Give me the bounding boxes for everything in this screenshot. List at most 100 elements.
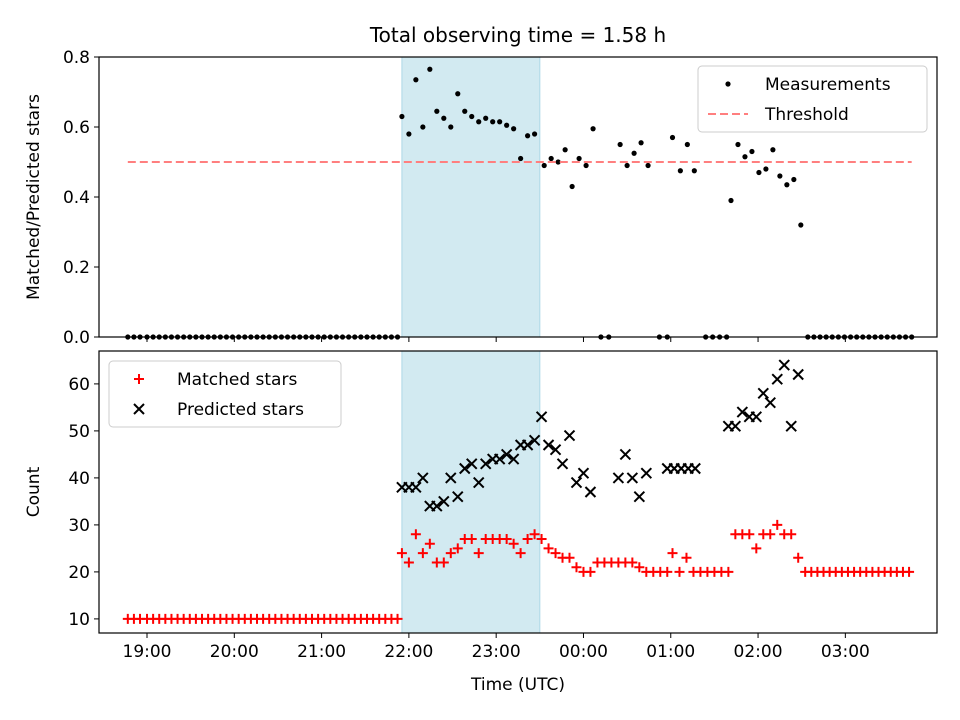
measurement-point	[490, 119, 496, 125]
x-tick-label: 00:00	[559, 642, 608, 662]
legend-predicted-swatch	[133, 403, 145, 415]
matched-point	[662, 566, 673, 577]
measurement-point	[728, 197, 734, 204]
predicted-point	[445, 472, 457, 484]
measurement-point	[631, 150, 637, 156]
plot-frame	[98, 350, 938, 634]
measurement-point	[548, 155, 554, 162]
y-axis-label: Matched/Predicted stars	[24, 94, 44, 300]
y-tick-label: 40	[68, 469, 90, 489]
highlight-span	[401, 350, 541, 634]
predicted-point	[792, 368, 804, 381]
measurement-point	[770, 147, 776, 153]
matched-point	[627, 557, 638, 568]
predicted-point	[736, 406, 749, 418]
x-tick-label: 02:00	[734, 642, 783, 662]
measurement-point	[434, 108, 440, 114]
predicted-point	[417, 472, 429, 484]
predicted-point	[764, 396, 776, 409]
measurement-point	[777, 173, 783, 179]
x-tick-label: 23:00	[472, 642, 521, 662]
matched-point	[772, 519, 783, 530]
figure-title: Total observing time = 1.58 h	[369, 23, 666, 47]
measurement-point	[399, 113, 405, 120]
predicted-point	[771, 373, 783, 385]
x-tick-label: 01:00	[646, 642, 695, 662]
measurement-point	[483, 115, 489, 121]
matched-point	[585, 566, 596, 577]
measurement-point	[504, 122, 510, 128]
y-tick-label: 0.0	[63, 328, 90, 348]
measurement-point	[624, 162, 630, 169]
top-panel: 0.0 0.2 0.4 0.6 0.8 Matched/Predicted stars Me…	[24, 48, 938, 348]
legend-matched-swatch	[134, 374, 144, 384]
measurement-point	[583, 162, 589, 169]
y-axis-label: Count	[24, 466, 44, 517]
measurement-point	[531, 131, 538, 137]
highlight-span	[401, 56, 541, 338]
matched-point	[543, 543, 554, 554]
series-predicted-stars	[396, 359, 804, 512]
measurement-point	[735, 141, 741, 148]
predicted-point	[633, 490, 646, 503]
legend-box	[108, 360, 342, 428]
matched-point	[550, 548, 561, 559]
measurement-point	[406, 131, 412, 137]
measurement-point	[427, 66, 433, 72]
predicted-point	[431, 500, 443, 512]
y-tick-label: 60	[68, 375, 90, 395]
measurement-point	[562, 147, 568, 153]
measurement-point	[763, 166, 769, 172]
y-tick-label: 50	[68, 422, 90, 442]
measurement-point	[462, 108, 468, 114]
matched-point	[667, 548, 678, 559]
y-tick-label: 10	[68, 610, 90, 630]
predicted-point	[584, 486, 597, 498]
measurement-point	[798, 222, 804, 228]
legend-label: Predicted stars	[177, 400, 304, 420]
y-tick-label: 20	[68, 563, 90, 583]
y-tick-label: 0.4	[63, 188, 90, 208]
measurement-point	[497, 119, 503, 125]
predicted-point	[778, 359, 790, 371]
matched-point	[674, 566, 685, 577]
matched-point	[392, 613, 403, 624]
predicted-point	[459, 462, 471, 475]
predicted-point	[528, 434, 541, 447]
matched-point	[529, 529, 540, 540]
matched-point	[466, 534, 477, 544]
matched-point	[508, 538, 519, 549]
predicted-point	[473, 476, 485, 489]
predicted-point	[570, 476, 583, 489]
measurement-point	[576, 155, 582, 162]
matched-point	[904, 566, 915, 577]
legend-label: Threshold	[764, 105, 849, 125]
matched-point	[634, 562, 645, 573]
predicted-point	[549, 443, 562, 456]
measurement-point	[448, 124, 454, 130]
predicted-point	[626, 472, 639, 484]
matched-point	[396, 548, 407, 559]
matched-point	[723, 566, 734, 577]
measurement-point	[569, 183, 575, 190]
matched-point	[501, 534, 512, 544]
measurement-point	[669, 134, 676, 141]
legend-label: Measurements	[765, 75, 891, 95]
matched-point	[765, 529, 776, 540]
predicted-point	[729, 420, 742, 432]
matched-point	[751, 543, 762, 554]
measurement-point	[469, 113, 475, 120]
measurement-point	[441, 115, 447, 121]
matched-point	[473, 548, 484, 559]
x-tick-label: 19:00	[123, 642, 172, 662]
predicted-point	[750, 411, 763, 423]
measurement-point	[638, 140, 644, 146]
predicted-point	[619, 448, 632, 461]
x-tick-label: 03:00	[821, 642, 870, 662]
predicted-point	[535, 411, 548, 423]
measurement-point	[555, 159, 561, 165]
measurement-point	[511, 126, 517, 132]
matched-point	[681, 552, 692, 563]
predicted-point	[438, 495, 450, 508]
x-tick-label: 22:00	[384, 642, 433, 662]
